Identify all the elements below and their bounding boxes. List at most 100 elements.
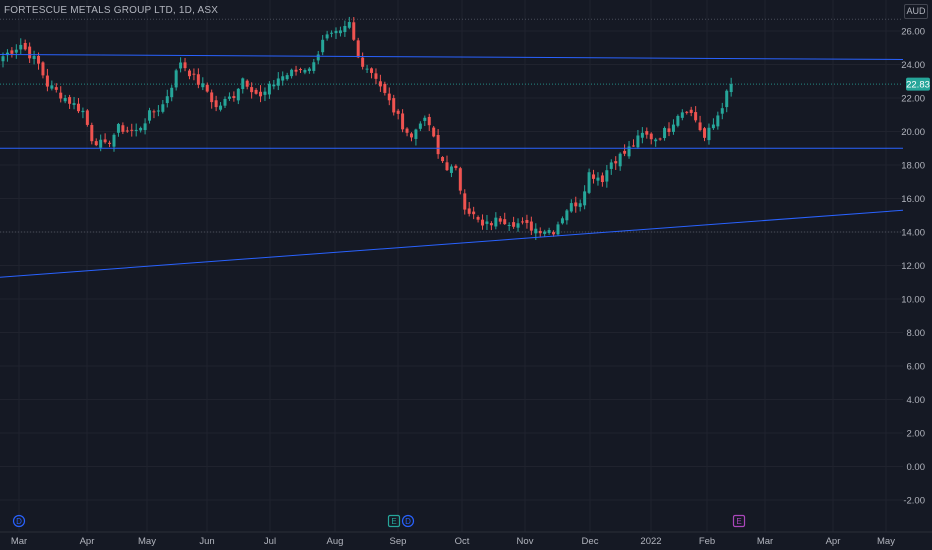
x-tick-label: May <box>138 536 156 547</box>
candle <box>5 49 9 62</box>
candle <box>667 122 671 137</box>
candle-body <box>454 165 458 169</box>
candle <box>374 68 378 85</box>
candle-body <box>569 203 573 212</box>
candle-body <box>112 134 116 147</box>
candle-body <box>392 98 396 113</box>
candle-body <box>441 157 445 162</box>
candle <box>108 140 112 148</box>
candle-body <box>432 127 436 137</box>
candle-body <box>365 68 369 70</box>
candle <box>312 59 316 74</box>
last-price-value: 22.83 <box>906 80 930 91</box>
candle-body <box>214 100 218 108</box>
candle <box>396 108 400 120</box>
dividend-badge[interactable] <box>12 514 26 528</box>
candle <box>418 121 422 132</box>
trend-line-rising-support[interactable] <box>0 209 904 278</box>
candle-body <box>645 131 649 135</box>
candle <box>143 118 147 135</box>
candle <box>565 209 569 225</box>
candle <box>623 144 627 157</box>
last-price-label: 22.83 <box>906 77 930 91</box>
candle <box>281 71 285 86</box>
candle-body <box>41 62 45 76</box>
candle-body <box>321 39 325 53</box>
candle <box>236 87 240 105</box>
y-tick-label: 14.00 <box>901 228 925 239</box>
candle <box>116 122 120 137</box>
candle-body <box>574 202 578 207</box>
y-tick-label: 6.00 <box>907 362 926 373</box>
time-axis[interactable]: Mar Apr May Jun Jul Aug Sep Oct Nov Dec 2022 Feb Mar… <box>0 531 932 547</box>
event-label: E <box>391 517 396 526</box>
candle-body <box>725 90 729 108</box>
candle-body <box>170 87 174 98</box>
candle-body <box>272 84 276 87</box>
candle <box>103 133 107 144</box>
candle-body <box>547 230 551 233</box>
trend-line-resistance[interactable] <box>0 53 904 60</box>
candle <box>59 86 63 103</box>
candle-body <box>631 145 635 147</box>
candle <box>174 68 178 91</box>
candle <box>254 88 258 95</box>
event-label: E <box>736 517 741 526</box>
candle-body <box>658 138 662 140</box>
candle-body <box>347 22 351 28</box>
candle <box>187 68 191 80</box>
candle-body <box>330 32 334 34</box>
trend-lines[interactable] <box>0 53 904 278</box>
candle-body <box>476 217 480 220</box>
candle-body <box>636 135 640 148</box>
candle <box>32 50 36 65</box>
candle <box>365 64 369 73</box>
currency-badge[interactable]: AUD <box>904 4 928 19</box>
event-marker[interactable]: E <box>732 514 746 528</box>
price-axis[interactable]: 26.00 24.00 22.00 20.00 18.00 16.00 14.00 12.00… <box>901 27 930 507</box>
candle <box>267 81 271 99</box>
event-marker[interactable]: E <box>387 514 401 528</box>
y-tick-label: 12.00 <box>901 261 925 272</box>
x-tick-label: May <box>877 536 895 547</box>
candle <box>538 227 542 237</box>
candle-body <box>227 96 231 99</box>
candle-body <box>560 218 564 224</box>
earnings-badge[interactable] <box>387 514 401 528</box>
candle <box>325 30 329 41</box>
candle-body <box>334 30 338 34</box>
x-tick-label: Apr <box>826 536 841 547</box>
candle <box>54 83 58 93</box>
candle-body <box>627 146 631 157</box>
candle <box>347 16 351 30</box>
candle-body <box>609 162 613 169</box>
candle <box>90 122 94 145</box>
candle-body <box>720 108 724 114</box>
x-tick-label: Feb <box>699 536 715 547</box>
last-price-badge <box>906 77 930 91</box>
candle-body <box>618 153 622 167</box>
candle-body <box>281 76 285 81</box>
candle-body <box>134 129 138 131</box>
candle-body <box>654 139 658 142</box>
candle-body <box>174 70 178 88</box>
event-marker[interactable]: D <box>401 514 415 528</box>
candle-body <box>481 219 485 226</box>
candle-body <box>538 230 542 234</box>
candle <box>516 218 520 232</box>
candle <box>729 77 733 97</box>
earnings-badge[interactable] <box>732 514 746 528</box>
candle-body <box>503 219 507 225</box>
candle <box>294 65 298 76</box>
candle <box>592 169 596 184</box>
candle <box>640 127 644 144</box>
x-tick-label: 2022 <box>640 536 661 547</box>
dividend-badge[interactable] <box>401 514 415 528</box>
candle <box>276 72 280 91</box>
candle <box>685 110 689 115</box>
candle <box>81 107 85 119</box>
event-marker[interactable]: D <box>12 514 26 528</box>
candle-body <box>671 124 675 132</box>
